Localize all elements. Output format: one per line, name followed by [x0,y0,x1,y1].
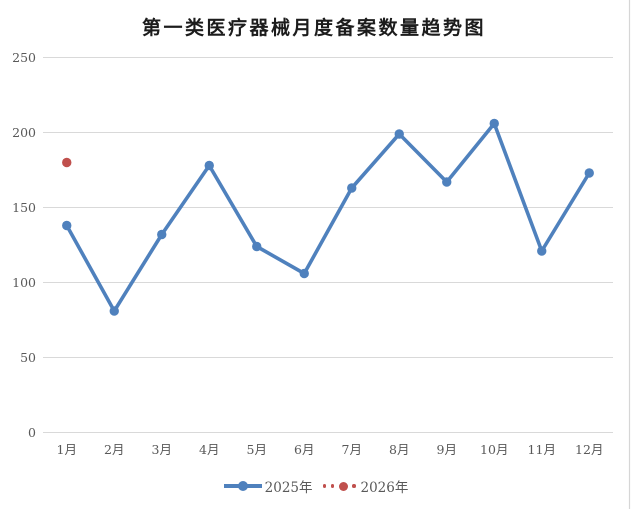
y-tick-label: 250 [12,50,36,65]
y-tick-label: 200 [12,125,36,140]
x-tick-label: 12月 [575,442,603,457]
series-line-2025年 [64,121,592,313]
data-point-2025年 [442,177,452,187]
y-tick-label: 100 [12,275,36,290]
legend-item-2026: 2026年 [321,476,409,496]
data-point-2026年 [62,157,72,168]
data-point-2025年 [252,241,262,252]
x-tick-label: 10月 [480,442,508,457]
data-point-2025年 [157,229,167,240]
x-tick-label: 2月 [104,442,124,457]
y-tick-label: 150 [12,200,36,215]
data-point-2025年 [109,306,119,316]
legend-dot [330,484,334,488]
chart-title: 第一类医疗器械月度备案数量趋势图 [141,17,486,39]
data-point-2025年 [584,168,594,178]
x-tick-label: 1月 [57,442,77,457]
legend-circle-marker-2025 [237,481,248,492]
y-tick-label: 50 [20,350,36,365]
legend-dot [322,484,326,488]
data-point-2025年 [489,118,499,129]
x-tick-label: 8月 [389,442,409,457]
legend-dotted-line-marker-2026 [322,481,356,491]
x-tick-label: 6月 [294,442,314,457]
data-point-2025年 [394,129,404,139]
data-point-2025年 [299,268,309,279]
x-tick-label: 9月 [437,442,457,457]
data-point-2025年 [347,183,357,193]
y-tick-label: 0 [28,425,36,440]
legend-label-2025: 2025年 [264,480,313,496]
x-tick-label: 4月 [199,442,219,457]
data-point-2025年 [62,220,72,231]
legend-dot [352,484,356,488]
legend-solid-line-marker-2025 [223,481,262,492]
x-tick-label: 5月 [247,442,267,457]
data-point-2025年 [537,246,547,256]
legend-label-2026: 2026年 [360,480,409,496]
legend-circle-marker-2026 [338,481,348,491]
data-point-2025年 [204,160,214,171]
x-tick-label: 7月 [342,442,362,457]
legend-item-2025: 2025年 [223,476,313,496]
chart-legend: 2025年 2026年 [0,476,632,496]
x-tick-label: 3月 [152,442,172,457]
x-tick-label: 11月 [528,442,556,457]
